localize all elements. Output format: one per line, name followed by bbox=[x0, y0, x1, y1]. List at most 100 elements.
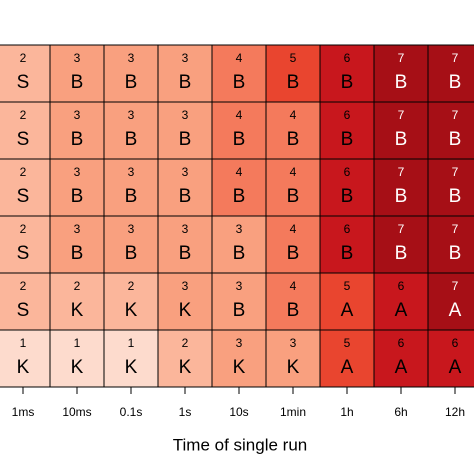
cell-label: B bbox=[179, 129, 192, 150]
cell-label: B bbox=[341, 72, 354, 93]
cell-label: K bbox=[287, 357, 300, 378]
cell-label: B bbox=[287, 72, 300, 93]
cell-value: 7 bbox=[452, 51, 459, 65]
cell-label: B bbox=[71, 186, 84, 207]
cell-value: 2 bbox=[20, 279, 27, 293]
cell-label: A bbox=[449, 300, 462, 321]
cell-label: K bbox=[179, 300, 192, 321]
cell-value: 7 bbox=[452, 165, 459, 179]
cell-label: B bbox=[395, 186, 408, 207]
cell-value: 7 bbox=[452, 108, 459, 122]
cell-value: 5 bbox=[344, 279, 351, 293]
heatmap-cell bbox=[427, 272, 474, 331]
cell-value: 3 bbox=[236, 222, 243, 236]
cell-label: K bbox=[233, 357, 246, 378]
cell-label: B bbox=[233, 72, 246, 93]
cell-value: 2 bbox=[20, 51, 27, 65]
cell-value: 2 bbox=[20, 108, 27, 122]
heatmap-cell bbox=[211, 215, 267, 274]
heatmap-cell bbox=[427, 158, 474, 217]
heatmap-cell bbox=[49, 44, 105, 103]
cell-value: 3 bbox=[182, 279, 189, 293]
cell-value: 6 bbox=[344, 165, 351, 179]
cell-label: A bbox=[395, 357, 408, 378]
cell-value: 3 bbox=[74, 51, 81, 65]
cell-value: 3 bbox=[182, 222, 189, 236]
cell-label: B bbox=[179, 243, 192, 264]
cell-value: 4 bbox=[236, 108, 243, 122]
cell-label: B bbox=[71, 129, 84, 150]
cell-value: 1 bbox=[128, 336, 135, 350]
cell-label: B bbox=[71, 72, 84, 93]
cell-label: B bbox=[233, 186, 246, 207]
cell-label: B bbox=[179, 72, 192, 93]
cell-value: 2 bbox=[182, 336, 189, 350]
cell-value: 2 bbox=[128, 279, 135, 293]
x-tick-label: 10ms bbox=[62, 405, 91, 419]
cell-value: 3 bbox=[236, 279, 243, 293]
heatmap-cell bbox=[0, 158, 51, 217]
cell-value: 4 bbox=[290, 222, 297, 236]
heatmap-cell bbox=[211, 272, 267, 331]
cell-label: B bbox=[287, 300, 300, 321]
x-axis-label: Time of single run bbox=[173, 435, 307, 454]
cell-label: B bbox=[71, 243, 84, 264]
heatmap-cell bbox=[265, 272, 321, 331]
x-tick-label: 10s bbox=[229, 405, 248, 419]
cell-label: B bbox=[449, 243, 462, 264]
cell-label: S bbox=[17, 129, 30, 150]
cell-value: 7 bbox=[398, 51, 405, 65]
cell-value: 2 bbox=[20, 222, 27, 236]
cell-value: 3 bbox=[236, 336, 243, 350]
cell-value: 2 bbox=[20, 165, 27, 179]
heatmap-cell bbox=[103, 101, 159, 160]
heatmap-cell bbox=[319, 44, 375, 103]
heatmap-cell bbox=[211, 158, 267, 217]
cell-label: K bbox=[71, 357, 84, 378]
heatmap-cell bbox=[0, 101, 51, 160]
cell-label: B bbox=[449, 72, 462, 93]
cell-value: 4 bbox=[236, 51, 243, 65]
cell-label: A bbox=[449, 357, 462, 378]
x-tick-label: 1h bbox=[340, 405, 353, 419]
cell-label: B bbox=[125, 129, 138, 150]
heatmap-cell bbox=[319, 272, 375, 331]
cell-value: 3 bbox=[128, 51, 135, 65]
cell-value: 3 bbox=[182, 165, 189, 179]
cell-label: B bbox=[395, 129, 408, 150]
x-tick-label: 0.1s bbox=[120, 405, 143, 419]
cell-label: B bbox=[341, 129, 354, 150]
heatmap-cell bbox=[157, 101, 213, 160]
heatmap-cell bbox=[211, 101, 267, 160]
cell-value: 6 bbox=[344, 108, 351, 122]
cell-value: 3 bbox=[128, 165, 135, 179]
cell-value: 1 bbox=[74, 336, 81, 350]
cell-value: 1 bbox=[20, 336, 27, 350]
cell-value: 3 bbox=[74, 222, 81, 236]
cell-value: 6 bbox=[398, 336, 405, 350]
cell-value: 3 bbox=[128, 222, 135, 236]
cell-value: 3 bbox=[128, 108, 135, 122]
heatmap-cell bbox=[319, 329, 375, 388]
cell-label: S bbox=[17, 243, 30, 264]
cell-label: K bbox=[17, 357, 30, 378]
cell-value: 3 bbox=[182, 51, 189, 65]
heatmap-cell bbox=[265, 329, 321, 388]
heatmap-cell bbox=[49, 329, 105, 388]
cell-label: A bbox=[341, 300, 354, 321]
cell-label: B bbox=[233, 129, 246, 150]
cell-value: 6 bbox=[344, 51, 351, 65]
x-tick-label: 1s bbox=[179, 405, 192, 419]
cell-label: A bbox=[395, 300, 408, 321]
cell-value: 4 bbox=[290, 165, 297, 179]
cell-value: 5 bbox=[290, 51, 297, 65]
cell-value: 6 bbox=[344, 222, 351, 236]
heatmap-cell bbox=[103, 158, 159, 217]
cell-value: 5 bbox=[344, 336, 351, 350]
cell-label: B bbox=[341, 186, 354, 207]
x-tick-label: 1ms bbox=[12, 405, 35, 419]
heatmap-cell bbox=[427, 44, 474, 103]
cell-label: B bbox=[125, 186, 138, 207]
cell-value: 6 bbox=[452, 336, 459, 350]
